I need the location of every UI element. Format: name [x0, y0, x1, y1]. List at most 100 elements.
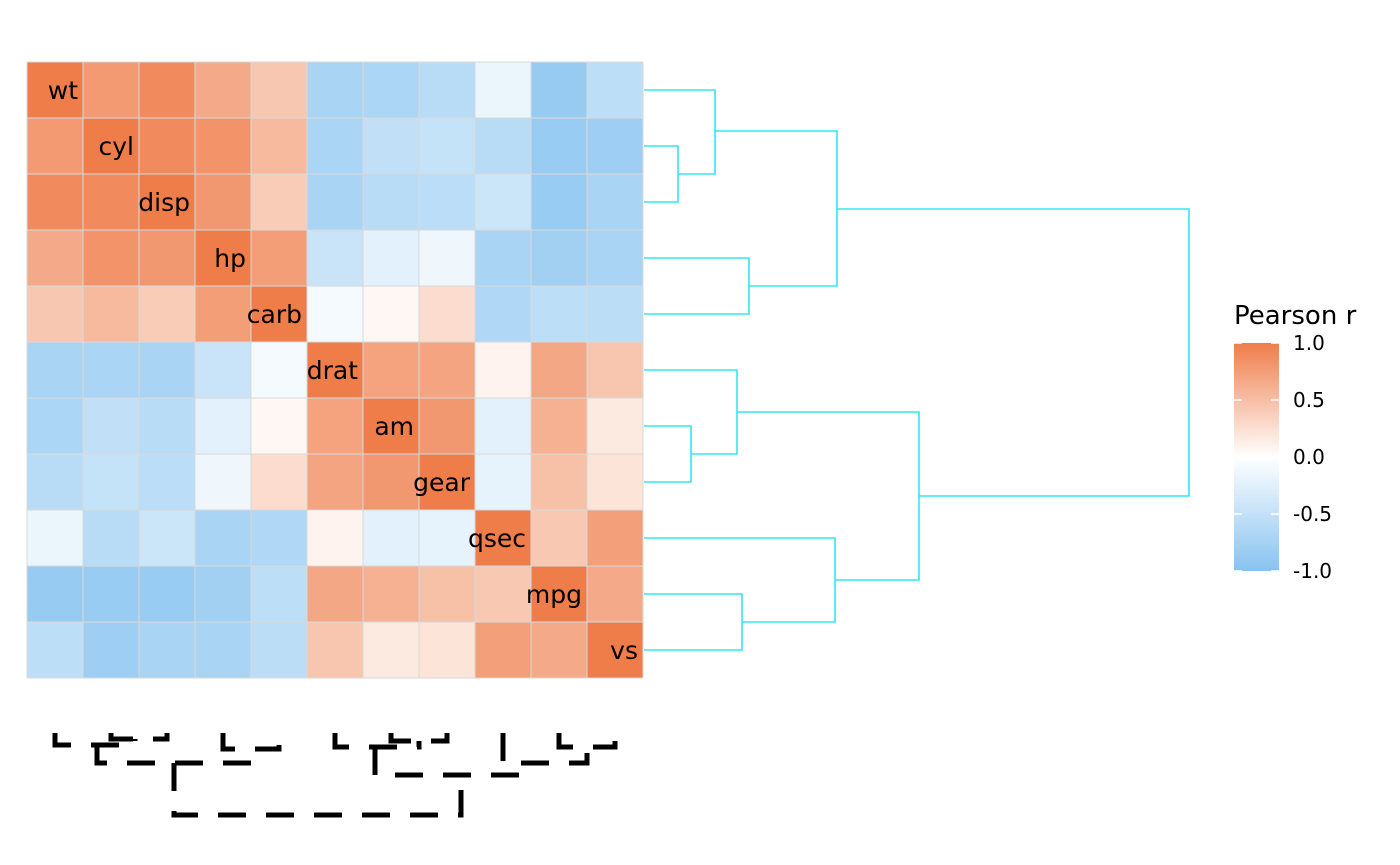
right-dendrogram-merge-wt-cyl-disp [644, 89, 716, 175]
heatmap-cell-disp-gear [418, 173, 476, 231]
heatmap-cell-qsec-gear [418, 509, 476, 567]
heatmap-cell-am-hp [194, 397, 252, 455]
bottom-dendrogram-merge-root [171, 763, 464, 818]
heatmap-cell-cyl-mpg [530, 117, 588, 175]
bottom-dendrogram-merge-am-gear [388, 733, 450, 744]
heatmap-cell-am-qsec [474, 397, 532, 455]
heatmap-cell-disp-mpg [530, 173, 588, 231]
heatmap-cell-carb-disp [138, 285, 196, 343]
heatmap-cell-wt-mpg [530, 61, 588, 119]
heatmap-cell-drat-qsec [474, 341, 532, 399]
heatmap-cell-am-wt [26, 397, 84, 455]
heatmap-cell-wt-gear [418, 61, 476, 119]
variable-label-cyl: cyl [99, 132, 135, 161]
heatmap-cell-disp-cyl [82, 173, 140, 231]
heatmap-cell-am-carb [250, 397, 308, 455]
heatmap-cell-mpg-disp [138, 565, 196, 623]
bottom-dendrogram [52, 733, 618, 818]
heatmap-cell-carb-gear [418, 285, 476, 343]
heatmap-cell-qsec-wt [26, 509, 84, 567]
heatmap-cell-disp-disp [138, 173, 196, 231]
variable-label-am: am [374, 412, 414, 441]
heatmap-cell-vs-vs [586, 621, 644, 679]
heatmap-cell-disp-drat [306, 173, 364, 231]
heatmap-cell-drat-am [362, 341, 420, 399]
right-dendrogram-merge-group-b [737, 411, 920, 581]
heatmap-cell-am-drat [306, 397, 364, 455]
heatmap-cell-mpg-qsec [474, 565, 532, 623]
heatmap-grid [26, 61, 644, 679]
heatmap-cell-wt-carb [250, 61, 308, 119]
heatmap-cell-drat-carb [250, 341, 308, 399]
heatmap-cell-am-disp [138, 397, 196, 455]
heatmap-cell-qsec-qsec [474, 509, 532, 567]
heatmap-cell-wt-vs [586, 61, 644, 119]
heatmap-cell-drat-disp [138, 341, 196, 399]
heatmap-cell-gear-gear [418, 453, 476, 511]
heatmap-cell-vs-drat [306, 621, 364, 679]
heatmap-cell-drat-drat [306, 341, 364, 399]
heatmap-cell-wt-wt [26, 61, 84, 119]
heatmap-cell-vs-disp [138, 621, 196, 679]
heatmap-cell-qsec-carb [250, 509, 308, 567]
bottom-dendrogram-merge-cyl-disp [108, 733, 170, 742]
variable-label-gear: gear [413, 468, 471, 497]
heatmap-cell-disp-qsec [474, 173, 532, 231]
heatmap-cell-gear-disp [138, 453, 196, 511]
heatmap-cell-qsec-am [362, 509, 420, 567]
heatmap-cell-qsec-hp [194, 509, 252, 567]
variable-label-carb: carb [247, 300, 302, 329]
heatmap-cell-gear-drat [306, 453, 364, 511]
heatmap-cell-disp-hp [194, 173, 252, 231]
heatmap-cell-drat-cyl [82, 341, 140, 399]
heatmap-cell-vs-cyl [82, 621, 140, 679]
heatmap-cell-carb-hp [194, 285, 252, 343]
heatmap-cell-gear-wt [26, 453, 84, 511]
heatmap-cell-drat-mpg [530, 341, 588, 399]
heatmap-cell-vs-carb [250, 621, 308, 679]
heatmap-cell-cyl-wt [26, 117, 84, 175]
heatmap-cell-cyl-hp [194, 117, 252, 175]
heatmap-cell-vs-am [362, 621, 420, 679]
bottom-dendrogram-merge-group-b [372, 747, 524, 778]
variable-label-vs: vs [610, 636, 638, 665]
heatmap-cell-mpg-wt [26, 565, 84, 623]
heatmap-cell-disp-wt [26, 173, 84, 231]
heatmap-cell-wt-disp [138, 61, 196, 119]
heatmap-cell-cyl-am [362, 117, 420, 175]
heatmap-cell-cyl-gear [418, 117, 476, 175]
heatmap-cell-hp-drat [306, 229, 364, 287]
heatmap-cell-wt-am [362, 61, 420, 119]
heatmap-cell-gear-vs [586, 453, 644, 511]
heatmap-cell-gear-hp [194, 453, 252, 511]
legend-tick-label: -0.5 [1293, 502, 1332, 526]
heatmap-cell-hp-hp [194, 229, 252, 287]
variable-label-hp: hp [214, 244, 246, 273]
color-legend: Pearson r 1.0 0.5 0.0 -0.5 -1.0 [1234, 301, 1357, 583]
legend-tick-label: 0.0 [1293, 445, 1325, 469]
heatmap-cell-drat-vs [586, 341, 644, 399]
bottom-dendrogram-merge-mpg-vs [556, 733, 618, 750]
variable-label-wt: wt [48, 76, 78, 105]
heatmap-cell-hp-cyl [82, 229, 140, 287]
bottom-dendrogram-merge-group-a [94, 745, 254, 766]
heatmap-cell-carb-am [362, 285, 420, 343]
heatmap-cell-wt-hp [194, 61, 252, 119]
heatmap-cell-vs-gear [418, 621, 476, 679]
heatmap-cell-hp-qsec [474, 229, 532, 287]
heatmap-cell-vs-wt [26, 621, 84, 679]
heatmap-cell-am-cyl [82, 397, 140, 455]
bottom-dendrogram-merge-hp-carb [220, 733, 282, 752]
heatmap-cell-disp-carb [250, 173, 308, 231]
heatmap-cell-cyl-disp [138, 117, 196, 175]
heatmap-cell-am-gear [418, 397, 476, 455]
right-dendrogram-merge-hp-carb [644, 257, 750, 315]
variable-label-mpg: mpg [526, 580, 582, 609]
heatmap-cell-qsec-cyl [82, 509, 140, 567]
heatmap-cell-drat-wt [26, 341, 84, 399]
heatmap-cell-carb-wt [26, 285, 84, 343]
heatmap-cell-mpg-hp [194, 565, 252, 623]
right-dendrogram-merge-root [837, 208, 1190, 497]
heatmap-cell-qsec-disp [138, 509, 196, 567]
heatmap-cell-hp-am [362, 229, 420, 287]
